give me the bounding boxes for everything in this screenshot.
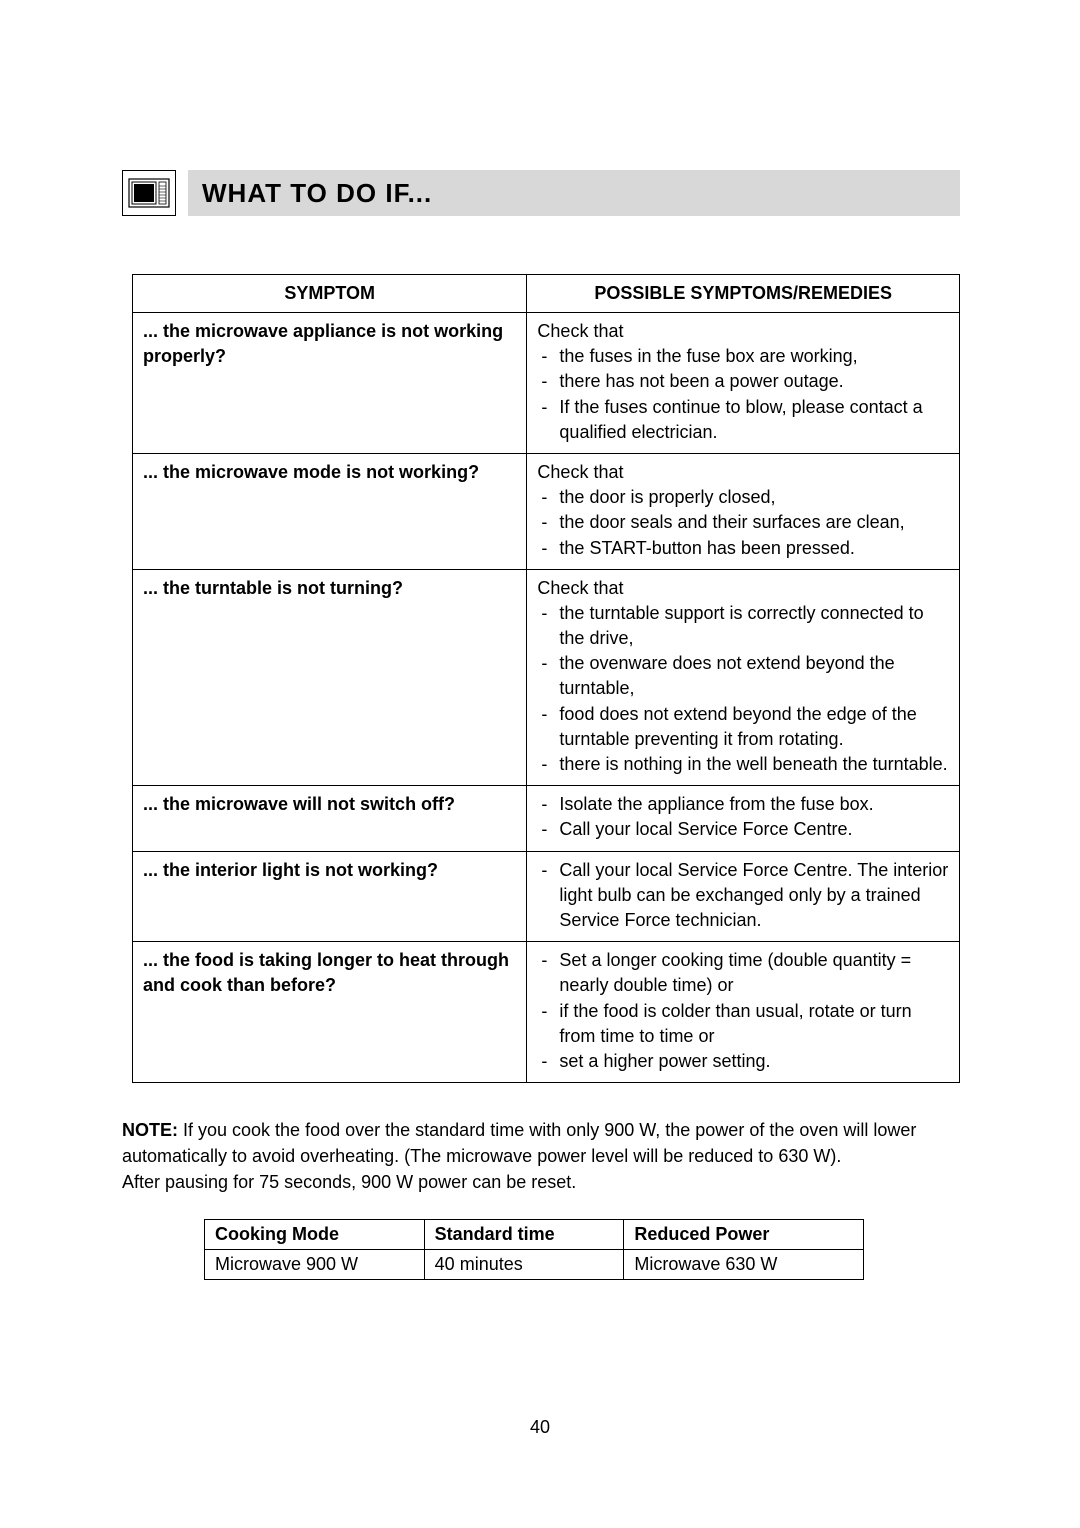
- page-number: 40: [0, 1417, 1080, 1438]
- remedy-lead: Check that: [537, 460, 949, 485]
- remedy-list: the door is properly closed, the door se…: [537, 485, 949, 561]
- mode-table: Cooking Mode Standard time Reduced Power…: [204, 1219, 864, 1280]
- remedy-item: Call your local Service Force Centre. Th…: [537, 858, 949, 934]
- table-row: ... the interior light is not working? C…: [133, 851, 960, 942]
- remedy-item: the door seals and their surfaces are cl…: [537, 510, 949, 535]
- remedy-item: the door is properly closed,: [537, 485, 949, 510]
- mode-header-row: Cooking Mode Standard time Reduced Power: [205, 1220, 864, 1250]
- remedy-item: there has not been a power outage.: [537, 369, 949, 394]
- remedy-item: the ovenware does not extend beyond the …: [537, 651, 949, 701]
- note-text-1: If you cook the food over the standard t…: [122, 1120, 916, 1166]
- remedy-list: Set a longer cooking time (double quanti…: [537, 948, 949, 1074]
- symptom-table: SYMPTOM POSSIBLE SYMPTOMS/REMEDIES ... t…: [132, 274, 960, 1083]
- remedy-item: If the fuses continue to blow, please co…: [537, 395, 949, 445]
- page-title: WHAT TO DO IF...: [202, 178, 432, 209]
- header-remedy: POSSIBLE SYMPTOMS/REMEDIES: [527, 275, 960, 313]
- remedy-list: the turntable support is correctly conne…: [537, 601, 949, 777]
- remedy-item: Isolate the appliance from the fuse box.: [537, 792, 949, 817]
- remedy-item: Set a longer cooking time (double quanti…: [537, 948, 949, 998]
- remedy-cell: Set a longer cooking time (double quanti…: [527, 942, 960, 1083]
- title-bar: WHAT TO DO IF...: [188, 170, 960, 216]
- table-header-row: SYMPTOM POSSIBLE SYMPTOMS/REMEDIES: [133, 275, 960, 313]
- remedy-item: Call your local Service Force Centre.: [537, 817, 949, 842]
- note-text-2: After pausing for 75 seconds, 900 W powe…: [122, 1169, 960, 1195]
- remedy-list: the fuses in the fuse box are working, t…: [537, 344, 949, 445]
- remedy-item: set a higher power setting.: [537, 1049, 949, 1074]
- symptom-cell: ... the interior light is not working?: [133, 851, 527, 942]
- remedy-lead: Check that: [537, 319, 949, 344]
- table-row: ... the food is taking longer to heat th…: [133, 942, 960, 1083]
- header-symptom: SYMPTOM: [133, 275, 527, 313]
- remedy-item: there is nothing in the well beneath the…: [537, 752, 949, 777]
- remedy-item: if the food is colder than usual, rotate…: [537, 999, 949, 1049]
- remedy-item: the START-button has been pressed.: [537, 536, 949, 561]
- remedy-cell: Check that the fuses in the fuse box are…: [527, 313, 960, 454]
- remedy-list: Isolate the appliance from the fuse box.…: [537, 792, 949, 842]
- table-row: ... the microwave appliance is not worki…: [133, 313, 960, 454]
- symptom-cell: ... the turntable is not turning?: [133, 569, 527, 786]
- symptom-cell: ... the food is taking longer to heat th…: [133, 942, 527, 1083]
- header-bar: WHAT TO DO IF...: [122, 170, 960, 216]
- symptom-cell: ... the microwave appliance is not worki…: [133, 313, 527, 454]
- symptom-cell: ... the microwave will not switch off?: [133, 786, 527, 851]
- mode-cell-mode: Microwave 900 W: [205, 1250, 425, 1280]
- mode-header-mode: Cooking Mode: [205, 1220, 425, 1250]
- note-block: NOTE: If you cook the food over the stan…: [122, 1117, 960, 1195]
- remedy-item: the turntable support is correctly conne…: [537, 601, 949, 651]
- mode-header-power: Reduced Power: [624, 1220, 864, 1250]
- table-row: ... the turntable is not turning? Check …: [133, 569, 960, 786]
- table-row: ... the microwave mode is not working? C…: [133, 453, 960, 569]
- remedy-cell: Call your local Service Force Centre. Th…: [527, 851, 960, 942]
- remedy-item: food does not extend beyond the edge of …: [537, 702, 949, 752]
- remedy-item: the fuses in the fuse box are working,: [537, 344, 949, 369]
- note-label: NOTE:: [122, 1120, 178, 1140]
- remedy-cell: Check that the door is properly closed, …: [527, 453, 960, 569]
- mode-header-time: Standard time: [424, 1220, 624, 1250]
- mode-cell-time: 40 minutes: [424, 1250, 624, 1280]
- remedy-lead: Check that: [537, 576, 949, 601]
- mode-cell-power: Microwave 630 W: [624, 1250, 864, 1280]
- remedy-cell: Check that the turntable support is corr…: [527, 569, 960, 786]
- page-content: WHAT TO DO IF... SYMPTOM POSSIBLE SYMPTO…: [122, 170, 960, 1280]
- microwave-icon: [122, 170, 176, 216]
- mode-row: Microwave 900 W 40 minutes Microwave 630…: [205, 1250, 864, 1280]
- symptom-cell: ... the microwave mode is not working?: [133, 453, 527, 569]
- remedy-cell: Isolate the appliance from the fuse box.…: [527, 786, 960, 851]
- remedy-list: Call your local Service Force Centre. Th…: [537, 858, 949, 934]
- table-row: ... the microwave will not switch off? I…: [133, 786, 960, 851]
